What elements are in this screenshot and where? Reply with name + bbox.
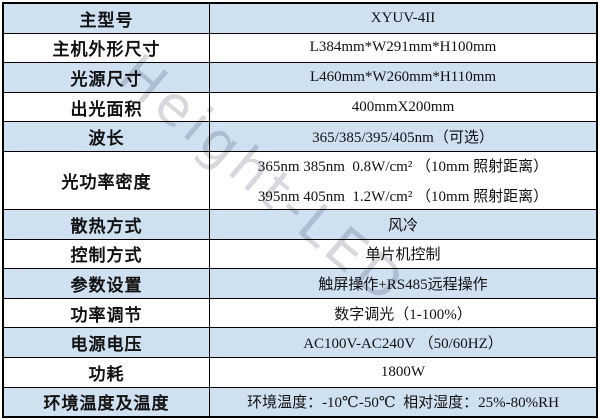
row-label: 功耗 — [4, 357, 210, 387]
row-value: 数字调光（1-100%） — [334, 306, 472, 323]
row-value: 环境温度：-10℃-50℃ 相对湿度：25%-80%RH — [247, 395, 559, 412]
row-value-line: 365nm 385nm 0.8W/cm² （10mm 照射距离） — [257, 158, 549, 175]
table-row: 控制方式 单片机控制 — [4, 238, 596, 269]
row-label: 控制方式 — [4, 239, 210, 269]
table-row: 电源电压 AC100V-AC240V （50/60HZ） — [4, 327, 596, 357]
table-row: 光功率密度 365nm 385nm 0.8W/cm² （10mm 照射距离） 3… — [4, 150, 596, 210]
row-value: AC100V-AC240V （50/60HZ） — [303, 336, 503, 353]
table-row: 功耗 1800W — [4, 356, 596, 387]
row-label: 光源尺寸 — [4, 63, 210, 92]
row-label: 出光面积 — [4, 92, 210, 122]
row-label: 主型号 — [4, 4, 210, 33]
row-label: 主机外形尺寸 — [4, 33, 210, 63]
row-value: 365nm 385nm 0.8W/cm² （10mm 照射距离） 395nm 4… — [210, 152, 596, 209]
row-label: 波长 — [4, 122, 210, 151]
row-value: L460mm*W260mm*H110mm — [309, 68, 497, 85]
table-row: 参数设置 触屏操作+RS485远程操作 — [4, 268, 596, 298]
row-label: 参数设置 — [4, 269, 210, 298]
row-label: 功率调节 — [4, 298, 210, 328]
row-value: 1800W — [380, 363, 426, 380]
table-row: 功率调节 数字调光（1-100%） — [4, 297, 596, 328]
table-row: 波长 365/385/395/405nm（可选） — [4, 121, 596, 151]
row-label: 散热方式 — [4, 210, 210, 239]
row-label: 光功率密度 — [4, 151, 210, 210]
row-value: XYUV-4II — [370, 9, 436, 26]
table-row: 环境温度及温度 环境温度：-10℃-50℃ 相对湿度：25%-80%RH — [4, 386, 596, 417]
table-row: 光源尺寸 L460mm*W260mm*H110mm — [4, 62, 596, 92]
row-label: 环境温度及温度 — [4, 387, 210, 417]
table-row: 出光面积 400mmX200mm — [4, 91, 596, 122]
row-value: 365/385/395/405nm（可选） — [312, 130, 494, 147]
row-value-line: 395nm 405nm 1.2W/cm² （10mm 照射距离） — [257, 188, 549, 205]
row-value: 单片机控制 — [365, 247, 441, 264]
row-value: 触屏操作+RS485远程操作 — [318, 276, 488, 293]
row-value: 400mmX200mm — [351, 98, 455, 115]
table-row: 散热方式 风冷 — [4, 209, 596, 239]
row-label: 电源电压 — [4, 328, 210, 357]
table-row: 主型号 XYUV-4II — [4, 4, 596, 33]
row-value: 风冷 — [387, 217, 418, 234]
table-row: 主机外形尺寸 L384mm*W291mm*H100mm — [4, 32, 596, 63]
row-value: L384mm*W291mm*H100mm — [309, 39, 497, 56]
